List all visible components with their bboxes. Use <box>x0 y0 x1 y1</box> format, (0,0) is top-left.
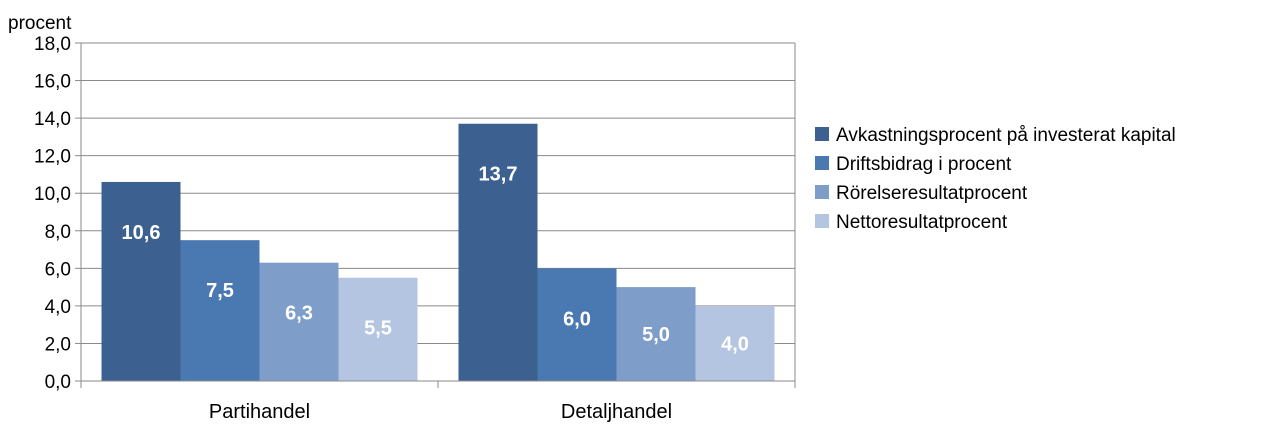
data-label: 6,3 <box>285 303 313 325</box>
bar <box>101 181 181 381</box>
y-tick-labels: 0,0 2,0 4,0 6,0 8,0 10,0 12,0 14,0 16,0 18,0 <box>34 34 71 393</box>
bar <box>616 287 696 381</box>
data-label: 4,0 <box>721 333 749 355</box>
bar <box>180 240 260 381</box>
x-category-labels: Partihandel Detaljhandel <box>209 401 672 423</box>
data-label: 5,0 <box>642 324 670 346</box>
data-label: 6,0 <box>563 308 591 330</box>
y-tick-label: 12,0 <box>34 147 71 168</box>
legend-swatch <box>815 127 829 141</box>
legend-swatch <box>815 214 829 228</box>
legend-entry-label: Driftsbidrag i procent <box>836 154 1012 175</box>
bars <box>101 123 775 381</box>
data-label: 10,6 <box>122 222 161 244</box>
y-tick-label: 4,0 <box>45 297 71 318</box>
y-axis-unit-label: procent <box>8 13 72 34</box>
legend-entry-label: Avkastningsprocent på investerat kapital <box>836 125 1176 146</box>
data-label: 13,7 <box>479 164 518 186</box>
bar <box>695 305 775 381</box>
bar <box>259 262 339 381</box>
y-tick-label: 0,0 <box>45 372 71 393</box>
axes <box>75 42 796 388</box>
x-category-label: Detaljhandel <box>561 401 672 423</box>
bar <box>338 277 418 381</box>
y-tick-label: 10,0 <box>34 184 71 205</box>
bar <box>458 123 538 381</box>
bar <box>537 268 617 381</box>
y-tick-label: 18,0 <box>34 34 71 55</box>
y-tick-label: 14,0 <box>34 109 71 130</box>
data-labels: 10,6 7,5 6,3 5,5 13,7 6,0 5,0 4,0 <box>122 164 749 356</box>
data-label: 5,5 <box>364 318 392 340</box>
legend-entry-label: Nettoresultatprocent <box>836 212 1008 233</box>
legend-swatch <box>815 185 829 199</box>
y-tick-label: 2,0 <box>45 334 71 355</box>
data-label: 7,5 <box>206 280 234 302</box>
y-tick-label: 16,0 <box>34 72 71 93</box>
y-tick-label: 8,0 <box>45 222 71 243</box>
x-category-label: Partihandel <box>209 401 310 423</box>
y-tick-label: 6,0 <box>45 259 71 280</box>
legend-swatch <box>815 156 829 170</box>
legend: Avkastningsprocent på investerat kapital… <box>815 125 1176 233</box>
legend-entry-label: Rörelseresultatprocent <box>836 183 1028 204</box>
